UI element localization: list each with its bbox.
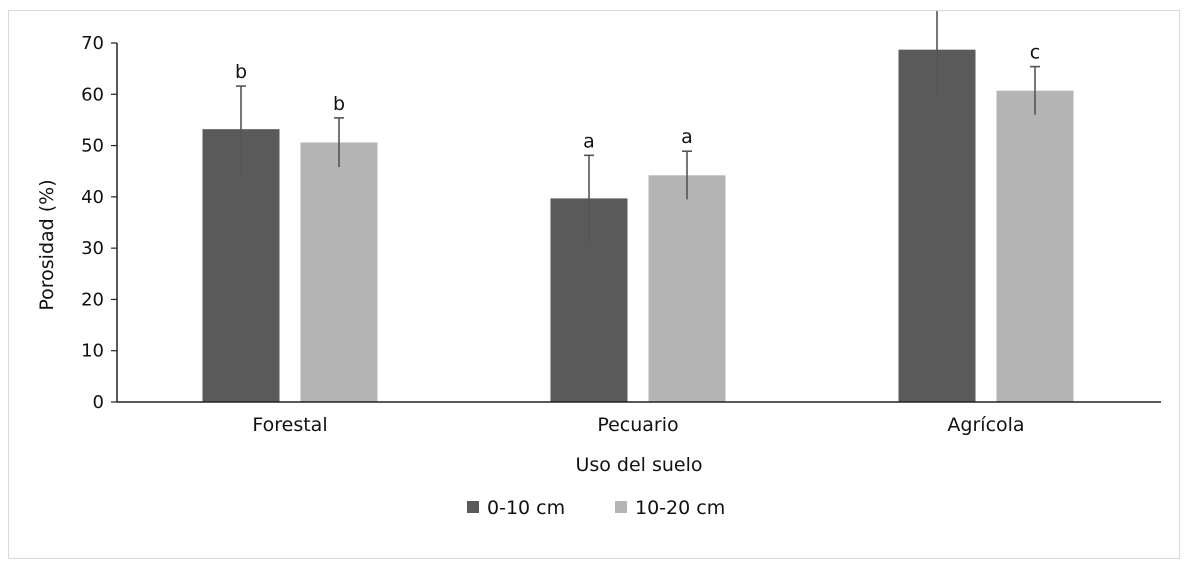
bar: [996, 90, 1074, 403]
legend-swatch: [615, 501, 627, 513]
bars-group: [202, 49, 1074, 403]
bar: [648, 175, 726, 402]
bar: [300, 142, 378, 402]
significance-labels-group: bbaacc: [235, 42, 1040, 153]
y-tick-label: 70: [81, 33, 104, 54]
x-axis-labels: Forestal Pecuario Agrícola: [252, 414, 1024, 436]
significance-label: a: [681, 126, 693, 148]
x-tick-label: Pecuario: [597, 414, 678, 436]
y-axis-title: Porosidad (%): [36, 179, 58, 310]
error-bars-group: [236, 11, 1040, 242]
bar: [202, 129, 280, 402]
x-axis-title: Uso del suelo: [575, 454, 702, 476]
legend-label: 0-10 cm: [487, 497, 565, 519]
x-tick-label: Forestal: [252, 414, 327, 436]
y-tick-label: 50: [81, 136, 104, 157]
y-tick-label: 0: [93, 392, 104, 413]
y-axis-ticks: 0 10 20 30 40 50 60 70: [81, 33, 117, 413]
y-tick-label: 30: [81, 238, 104, 259]
y-tick-label: 60: [81, 84, 104, 105]
significance-label: b: [333, 93, 345, 115]
legend-swatch: [467, 501, 479, 513]
significance-label: c: [1030, 42, 1040, 64]
significance-label: a: [583, 130, 595, 152]
legend-label: 10-20 cm: [635, 497, 725, 519]
significance-label: b: [235, 61, 247, 83]
bar: [898, 49, 976, 402]
x-tick-label: Agrícola: [947, 414, 1024, 436]
y-tick-label: 10: [81, 341, 104, 362]
legend: 0-10 cm 10-20 cm: [467, 497, 725, 519]
y-tick-label: 20: [81, 289, 104, 310]
y-tick-label: 40: [81, 187, 104, 208]
